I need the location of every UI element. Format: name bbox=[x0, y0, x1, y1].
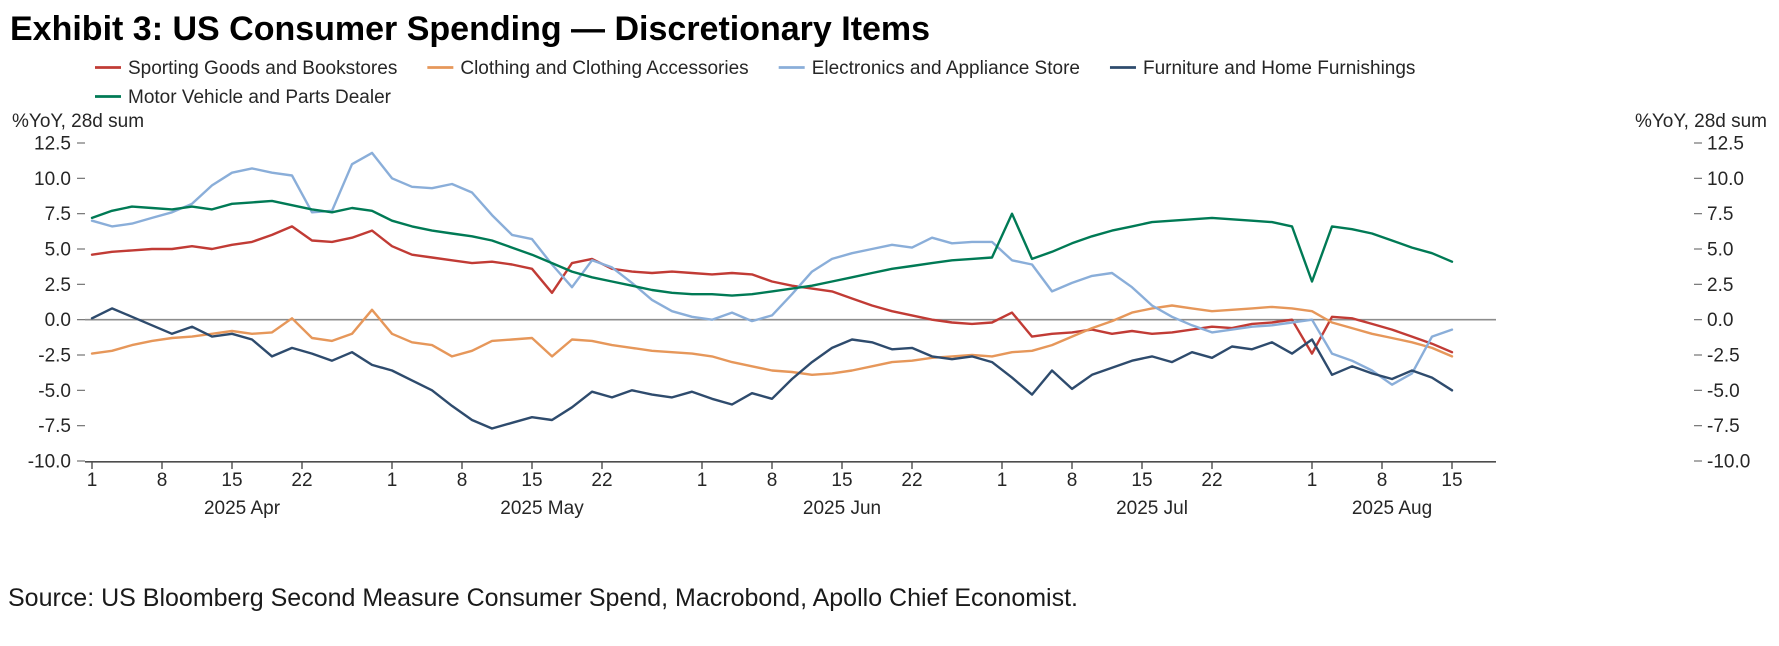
month-label: 2025 Aug bbox=[1352, 498, 1432, 519]
x-tick-label: 22 bbox=[291, 470, 312, 491]
legend-label: Clothing and Clothing Accessories bbox=[460, 58, 748, 79]
y-tick-label-left: -5.0 bbox=[38, 381, 71, 402]
exhibit-title: Exhibit 3: US Consumer Spending — Discre… bbox=[10, 10, 930, 48]
x-tick-label: 1 bbox=[1307, 470, 1318, 491]
x-tick-label: 22 bbox=[1201, 470, 1222, 491]
y-tick-label-left: 7.5 bbox=[45, 204, 71, 225]
y-tick-label-left: -7.5 bbox=[38, 416, 71, 437]
x-tick-label: 8 bbox=[767, 470, 778, 491]
y-tick-label-right: 7.5 bbox=[1707, 204, 1733, 225]
x-tick-label: 15 bbox=[1441, 470, 1462, 491]
series-line-clothing-and-clothing-accessories bbox=[90, 304, 1454, 376]
y-tick-label-right: -5.0 bbox=[1707, 381, 1740, 402]
x-tick-label: 8 bbox=[157, 470, 168, 491]
y-tick-label-right: -7.5 bbox=[1707, 416, 1740, 437]
x-tick-label: 15 bbox=[831, 470, 852, 491]
series-line-motor-vehicle-and-parts-dealer bbox=[90, 199, 1454, 297]
series-line-sporting-goods-and-bookstores bbox=[90, 225, 1454, 355]
legend-label: Furniture and Home Furnishings bbox=[1143, 58, 1415, 79]
y-tick-label-left: 10.0 bbox=[34, 169, 71, 190]
plot-area: 12.5 12.5 10.0 10.0 7.5 7.5 5.0 5.0 2.5 2.5 0.0 0.0… bbox=[28, 134, 1751, 520]
y-tick-label-right: 10.0 bbox=[1707, 169, 1744, 190]
x-tick-label: 1 bbox=[697, 470, 708, 491]
y-tick-label-left: 5.0 bbox=[45, 240, 71, 261]
x-tick-label: 22 bbox=[591, 470, 612, 491]
month-label: 2025 May bbox=[500, 498, 584, 519]
x-tick-label: 15 bbox=[221, 470, 242, 491]
x-tick-label: 8 bbox=[457, 470, 468, 491]
legend-label: Electronics and Appliance Store bbox=[812, 58, 1080, 79]
y-tick-label-right: -10.0 bbox=[1707, 452, 1750, 473]
x-tick-label: 1 bbox=[997, 470, 1008, 491]
x-tick-label: 22 bbox=[901, 470, 922, 491]
legend: Sporting Goods and Bookstores Clothing an… bbox=[95, 58, 1415, 108]
month-label: 2025 Apr bbox=[204, 498, 281, 519]
x-tick-label: 8 bbox=[1067, 470, 1078, 491]
series-line-electronics-and-appliance-store bbox=[90, 151, 1454, 386]
month-label: 2025 Jul bbox=[1116, 498, 1188, 519]
x-tick-label: 15 bbox=[1131, 470, 1152, 491]
y-tick-label-right: 2.5 bbox=[1707, 275, 1733, 296]
y-tick-label-left: 12.5 bbox=[34, 134, 71, 155]
legend-label: Motor Vehicle and Parts Dealer bbox=[128, 87, 392, 108]
y-tick-label-left: 2.5 bbox=[45, 275, 71, 296]
source-note: Source: US Bloomberg Second Measure Cons… bbox=[8, 584, 1078, 612]
x-tick-label: 1 bbox=[87, 470, 98, 491]
x-tick-label: 15 bbox=[521, 470, 542, 491]
y-axis-unit-right: %YoY, 28d sum bbox=[1635, 111, 1767, 132]
y-tick-label-right: -2.5 bbox=[1707, 346, 1740, 367]
y-axis-unit-left: %YoY, 28d sum bbox=[12, 111, 144, 132]
y-tick-label-right: 5.0 bbox=[1707, 240, 1733, 261]
x-tick-label: 1 bbox=[387, 470, 398, 491]
legend-label: Sporting Goods and Bookstores bbox=[128, 58, 397, 79]
y-tick-label-left: 0.0 bbox=[45, 310, 71, 331]
y-tick-label-left: -10.0 bbox=[28, 452, 71, 473]
x-tick-label: 8 bbox=[1377, 470, 1388, 491]
y-tick-label-right: 0.0 bbox=[1707, 310, 1733, 331]
series-line-furniture-and-home-furnishings bbox=[90, 307, 1454, 430]
y-tick-label-left: -2.5 bbox=[38, 346, 71, 367]
y-tick-label-right: 12.5 bbox=[1707, 134, 1744, 155]
month-label: 2025 Jun bbox=[803, 498, 881, 519]
